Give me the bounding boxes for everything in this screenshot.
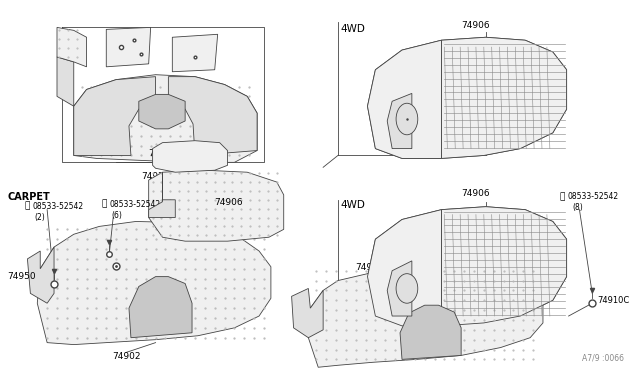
Polygon shape bbox=[367, 210, 442, 326]
Polygon shape bbox=[367, 207, 566, 326]
Polygon shape bbox=[139, 94, 185, 129]
Text: (2): (2) bbox=[35, 212, 45, 222]
Text: 74902: 74902 bbox=[356, 263, 384, 272]
Text: 74902: 74902 bbox=[112, 353, 140, 362]
Polygon shape bbox=[308, 267, 543, 367]
Polygon shape bbox=[152, 141, 228, 172]
Text: 08533-52542: 08533-52542 bbox=[33, 202, 83, 211]
Polygon shape bbox=[129, 277, 192, 338]
Text: 74922: 74922 bbox=[141, 172, 170, 181]
Polygon shape bbox=[74, 77, 156, 155]
Polygon shape bbox=[74, 75, 257, 162]
Polygon shape bbox=[57, 57, 74, 106]
Polygon shape bbox=[292, 288, 323, 338]
Text: 74910C: 74910C bbox=[148, 150, 184, 158]
Text: 74910C: 74910C bbox=[597, 296, 629, 305]
Text: 74950: 74950 bbox=[8, 272, 36, 281]
Polygon shape bbox=[172, 34, 218, 72]
Polygon shape bbox=[442, 207, 566, 326]
Polygon shape bbox=[387, 93, 412, 148]
Text: 08533-52542: 08533-52542 bbox=[568, 192, 619, 201]
Text: 74906: 74906 bbox=[461, 189, 490, 198]
Polygon shape bbox=[442, 37, 566, 158]
Ellipse shape bbox=[396, 274, 418, 303]
Polygon shape bbox=[387, 261, 412, 316]
Polygon shape bbox=[57, 28, 86, 67]
Text: 4WD: 4WD bbox=[341, 25, 365, 35]
Polygon shape bbox=[28, 247, 54, 303]
Polygon shape bbox=[37, 221, 271, 344]
Text: (6): (6) bbox=[111, 211, 122, 219]
Text: A7/9 :0066: A7/9 :0066 bbox=[582, 353, 624, 362]
Polygon shape bbox=[106, 28, 150, 67]
Polygon shape bbox=[148, 170, 284, 241]
Text: 08533-52542: 08533-52542 bbox=[109, 200, 161, 209]
Ellipse shape bbox=[396, 103, 418, 135]
Polygon shape bbox=[367, 37, 566, 158]
Polygon shape bbox=[367, 40, 442, 158]
Text: 74906: 74906 bbox=[214, 198, 243, 207]
Polygon shape bbox=[148, 172, 175, 218]
Text: 4WD: 4WD bbox=[341, 200, 365, 210]
Text: CARPET: CARPET bbox=[8, 192, 51, 202]
Text: 74906: 74906 bbox=[461, 21, 490, 31]
Text: Ⓢ: Ⓢ bbox=[24, 202, 30, 211]
Text: Ⓢ: Ⓢ bbox=[560, 192, 565, 201]
Text: Ⓢ: Ⓢ bbox=[101, 200, 107, 209]
Polygon shape bbox=[168, 77, 257, 155]
Text: (8): (8) bbox=[573, 203, 583, 212]
Polygon shape bbox=[400, 305, 461, 359]
